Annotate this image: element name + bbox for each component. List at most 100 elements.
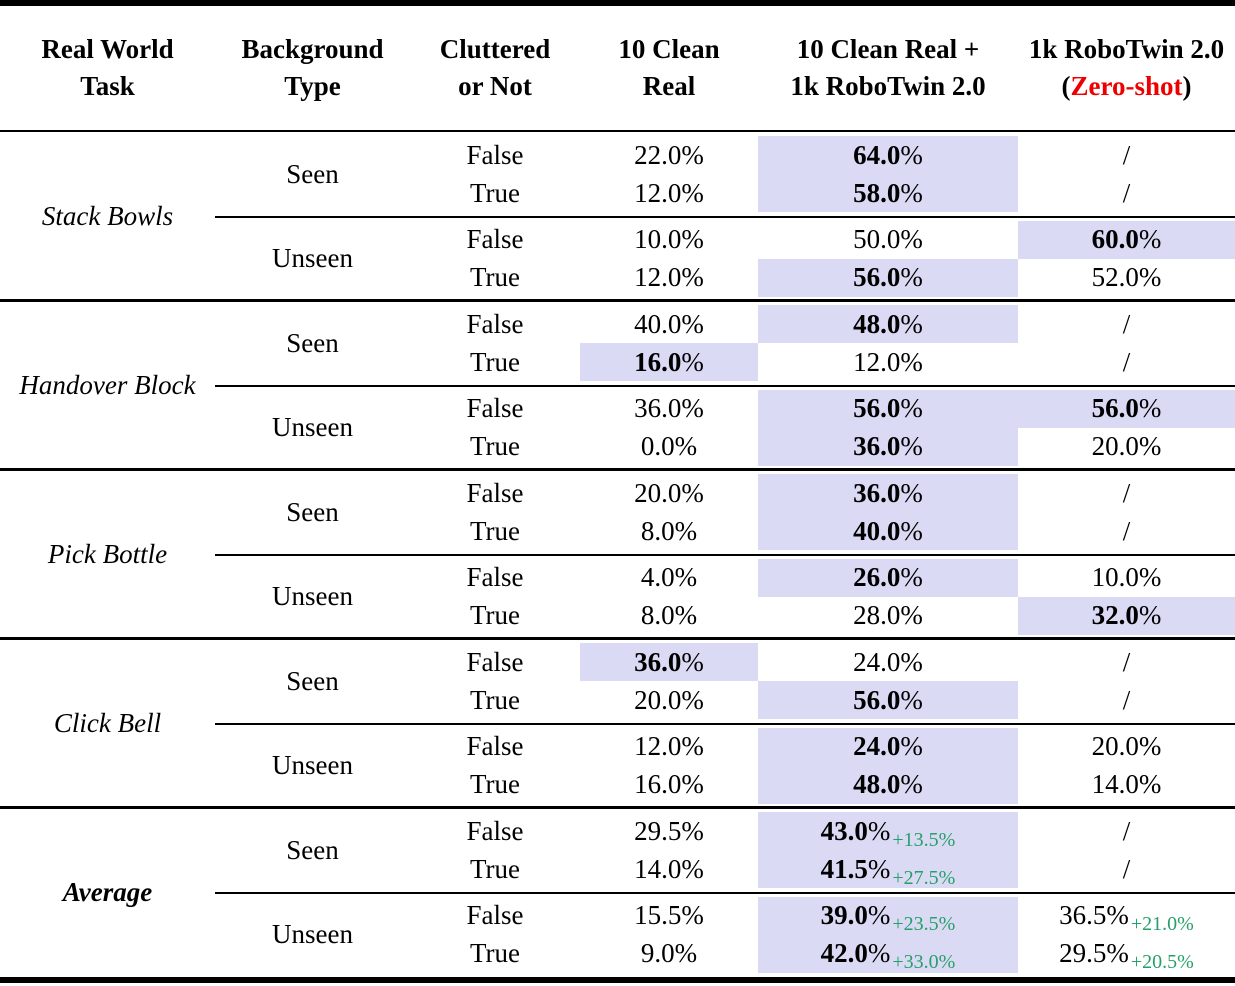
value-number: /: [1122, 308, 1131, 339]
cluttered-flag: True: [469, 938, 521, 969]
gain-subscript: +27.5%: [892, 866, 956, 889]
percent-sign: %: [674, 600, 698, 631]
percent-sign: %: [867, 938, 891, 969]
value-number: 9.0: [640, 938, 675, 969]
header-line: Cluttered: [439, 34, 551, 64]
percent-sign: %: [681, 262, 704, 293]
value-number: 42.0: [820, 938, 868, 969]
table-top-rule: [0, 0, 1235, 6]
data-row: False 10.0% 50.0% 60.0%: [410, 220, 1235, 259]
percent-sign: %: [1138, 224, 1162, 255]
value-number: 20.0: [634, 684, 682, 715]
value-number: 56.0: [853, 684, 901, 715]
cluttered-flag: True: [469, 769, 521, 800]
clean-real-value: 12.0%: [580, 174, 758, 212]
combo-value: 12.0%: [758, 343, 1018, 381]
zero-shot-value: 56.0%: [1018, 389, 1235, 428]
cluttered-flag: True: [469, 684, 521, 715]
header-line: 1k RoboTwin 2.0: [1028, 34, 1225, 64]
value-number: 40.0: [853, 515, 901, 546]
zero-shot-value: 60.0%: [1018, 220, 1235, 259]
percent-sign: %: [681, 177, 704, 208]
combo-value: 26.0%: [758, 558, 1018, 597]
zero-shot-value: /: [1018, 850, 1235, 888]
cluttered-flag: False: [466, 646, 524, 677]
percent-sign: %: [900, 477, 923, 508]
clean-real-value: 0.0%: [580, 428, 758, 466]
value-number: 15.5: [634, 900, 682, 931]
value-number: 20.0: [1091, 731, 1139, 762]
combo-value: 28.0%: [758, 597, 1018, 635]
data-row: False 15.5% 39.0% +23.5% 36.5% +21.0%: [410, 896, 1235, 936]
background-type-label: Seen: [286, 665, 339, 696]
header-line: or Not: [458, 71, 532, 101]
data-row: True 8.0% 40.0% /: [410, 512, 1235, 551]
percent-sign: %: [681, 308, 704, 339]
value-number: 10.0: [634, 224, 682, 255]
percent-sign: %: [867, 900, 891, 931]
background-group: Unseen False 36.0% 56.0% 56.0% True 0.0% 36.0% 2…: [215, 384, 1235, 471]
data-row: False 12.0% 24.0% 20.0%: [410, 727, 1235, 766]
combo-value: 36.0%: [758, 474, 1018, 513]
group-rows: False 29.5% 43.0% +13.5% / True 14.0% 41.5% +27.…: [410, 808, 1235, 893]
task-label: Average: [62, 877, 153, 907]
zero-shot-value: /: [1018, 474, 1235, 512]
value-number: 39.0: [820, 900, 868, 931]
zero-shot-value: /: [1018, 136, 1235, 174]
task-groups: Seen False 29.5% 43.0% +13.5% / True 14.0% 41.5%…: [215, 808, 1235, 977]
value-number: 29.5: [634, 815, 682, 846]
task-groups: Seen False 40.0% 48.0% / True 16.0% 12.0% / Unsee…: [215, 301, 1235, 470]
percent-sign: %: [900, 139, 923, 170]
value-number: 14.0: [1091, 769, 1139, 800]
task-label: Click Bell: [53, 708, 162, 738]
value-number: 12.0: [634, 262, 682, 293]
percent-sign: %: [900, 224, 923, 255]
background-group: Unseen False 12.0% 24.0% 20.0% True 16.0% 48.0%…: [215, 722, 1235, 809]
value-number: 28.0: [853, 600, 901, 631]
background-group: Seen False 20.0% 36.0% / True 8.0% 40.0% /: [215, 470, 1235, 555]
zero-shot-value: 32.0%: [1018, 596, 1235, 635]
header-background-type: Background Type: [215, 6, 410, 130]
value-number: /: [1122, 684, 1131, 715]
cluttered-flag: False: [466, 139, 524, 170]
header-real-world-task: Real World Task: [0, 6, 215, 130]
cluttered-flag: True: [469, 515, 521, 546]
value-number: /: [1122, 346, 1131, 377]
cluttered-flag: False: [466, 393, 524, 424]
clean-real-value: 16.0%: [580, 343, 758, 382]
value-number: 10.0: [1091, 562, 1139, 593]
gain-subscript: +23.5%: [892, 913, 956, 936]
value-number: 24.0: [853, 731, 901, 762]
percent-sign: %: [1138, 393, 1162, 424]
value-number: /: [1122, 477, 1131, 508]
combo-value: 24.0%: [758, 643, 1018, 681]
value-number: 48.0: [853, 308, 901, 339]
background-group: Seen False 22.0% 64.0% / True 12.0% 58.0% /: [215, 132, 1235, 217]
clean-real-value: 36.0%: [580, 390, 758, 428]
data-row: True 8.0% 28.0% 32.0%: [410, 596, 1235, 635]
table-bottom-rule: [0, 977, 1235, 983]
cluttered-flag: False: [466, 562, 524, 593]
cluttered-flag: True: [469, 346, 521, 377]
background-type-label: Seen: [286, 158, 339, 189]
task-section: Click Bell Seen False 36.0% 24.0% / True 20.0% 5…: [0, 637, 1235, 809]
percent-sign: %: [681, 731, 704, 762]
background-type-label: Seen: [286, 327, 339, 358]
value-number: 64.0: [853, 139, 901, 170]
percent-sign: %: [1138, 431, 1162, 462]
data-row: False 36.0% 56.0% 56.0%: [410, 389, 1235, 428]
value-number: /: [1122, 853, 1131, 884]
clean-real-value: 9.0%: [580, 935, 758, 973]
combo-value: 24.0%: [758, 727, 1018, 766]
zero-shot-value: /: [1018, 643, 1235, 681]
zero-shot-value: 20.0%: [1018, 428, 1235, 466]
percent-sign: %: [900, 393, 923, 424]
combo-value: 42.0% +33.0%: [758, 934, 1018, 973]
percent-sign: %: [674, 562, 698, 593]
value-number: 29.5: [1059, 938, 1107, 969]
combo-value: 48.0%: [758, 765, 1018, 804]
percent-sign: %: [867, 815, 891, 846]
percent-sign: %: [900, 177, 923, 208]
value-number: 22.0: [634, 139, 682, 170]
percent-sign: %: [900, 431, 923, 462]
